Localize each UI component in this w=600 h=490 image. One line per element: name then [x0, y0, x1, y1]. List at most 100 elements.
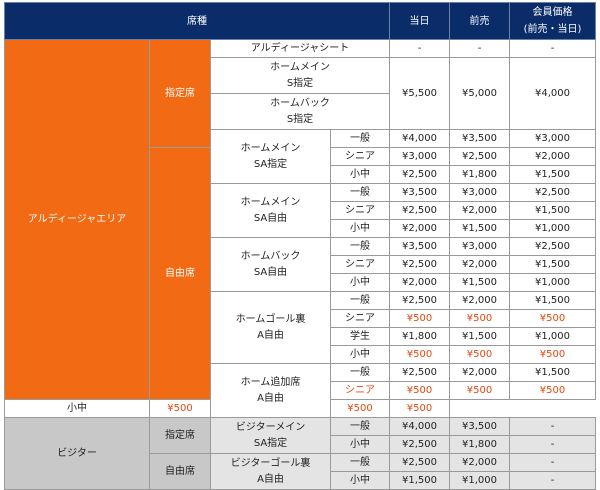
- tier-senior: シニア: [330, 147, 390, 166]
- price-advance-highlight: ¥500: [449, 345, 510, 364]
- price-member: ¥1,000: [509, 219, 596, 238]
- price-member: ¥1,500: [509, 255, 596, 274]
- price-day: ¥1,800: [389, 327, 450, 346]
- seat-home-goal: ホームゴール裏 A自由: [210, 291, 331, 364]
- price-member: -: [509, 471, 596, 490]
- price-day: ¥2,000: [389, 219, 450, 238]
- tier-general: 一般: [330, 363, 390, 382]
- price-member: ¥4,000: [509, 57, 596, 130]
- price-table-wrapper: 席種 当日 前売 会員価格 (前売・当日) アルディージャエリア 指定席 アルデ…: [4, 2, 596, 490]
- price-member: ¥1,000: [509, 327, 596, 346]
- seat-name-line1: ホーム追加席: [240, 376, 301, 388]
- price-member: ¥1,000: [509, 273, 596, 292]
- price-day: ¥2,000: [389, 273, 450, 292]
- table-row: ホームゴール裏 A自由 一般 ¥2,500 ¥2,000 ¥1,500: [5, 291, 596, 364]
- price-advance: ¥3,500: [449, 129, 510, 148]
- header-seat-type: 席種: [4, 2, 390, 40]
- section-reserved-home: 指定席: [149, 39, 211, 148]
- price-day-highlight: ¥500: [149, 399, 211, 418]
- section-free-visitor: 自由席: [149, 453, 211, 490]
- table-row: ビジター 指定席 ビジターメイン SA指定 一般 ¥4,000 ¥3,500 -: [4, 417, 596, 490]
- price-advance: ¥3,000: [449, 183, 510, 202]
- seat-visitor-main: ビジターメイン SA指定: [210, 417, 331, 454]
- price-advance: ¥2,000: [449, 201, 510, 220]
- tier-general: 一般: [330, 237, 390, 256]
- price-member: -: [509, 417, 596, 436]
- tier-child: 小中: [330, 273, 390, 292]
- price-day: ¥3,500: [389, 183, 450, 202]
- price-member-highlight: ¥500: [509, 381, 596, 400]
- seat-home-back-s: ホームバック S指定: [210, 93, 390, 130]
- price-day: ¥2,500: [389, 363, 450, 382]
- tier-student: 学生: [330, 327, 390, 346]
- table-row: 小中 ¥2,000 ¥1,500 ¥1,000: [5, 273, 596, 292]
- table-row: 自由席 シニア ¥3,000 ¥2,500 ¥2,000: [5, 147, 596, 400]
- seat-name-line2: SA指定: [253, 158, 288, 170]
- price-member-highlight: ¥500: [389, 399, 450, 418]
- price-advance: ¥2,000: [449, 255, 510, 274]
- price-day: ¥3,500: [389, 237, 450, 256]
- tier-general: 一般: [330, 129, 390, 148]
- table-row: ホーム追加席 A自由 一般 ¥2,500 ¥2,000 ¥1,500: [5, 363, 596, 418]
- price-member: ¥2,500: [509, 183, 596, 202]
- price-advance: ¥3,500: [449, 417, 510, 436]
- seat-name-line2: A自由: [257, 392, 284, 404]
- seat-name-line1: ホームメイン: [240, 196, 301, 208]
- table-row: 小中 ¥500 ¥500 ¥500: [4, 399, 596, 418]
- seat-name-line1: ビジターゴール裏: [230, 457, 311, 469]
- table-header-row: 席種 当日 前売 会員価格 (前売・当日): [4, 2, 596, 40]
- seat-home-main-sa-free: ホームメイン SA自由: [210, 183, 331, 238]
- table-row: シニア ¥500 ¥500 ¥500: [5, 381, 596, 400]
- seat-name-line2: S指定: [286, 113, 314, 125]
- price-day: ¥1,500: [389, 471, 450, 490]
- price-day: ¥2,500: [389, 291, 450, 310]
- table-row: ホームメイン SA自由 一般 ¥3,500 ¥3,000 ¥2,500: [5, 183, 596, 238]
- seat-name-line1: ホームゴール裏: [235, 313, 306, 325]
- price-day-highlight: ¥500: [389, 381, 450, 400]
- tier-senior: シニア: [330, 201, 390, 220]
- tier-child: 小中: [330, 219, 390, 238]
- seat-name-line2: A自由: [257, 329, 284, 341]
- seat-ardija: アルディージャシート: [210, 39, 390, 58]
- price-advance-highlight: ¥500: [449, 309, 510, 328]
- seat-name-line1: ビジターメイン: [235, 421, 306, 433]
- tier-senior-highlight: シニア: [330, 381, 390, 400]
- tier-senior: シニア: [330, 309, 390, 328]
- price-advance: ¥1,800: [449, 435, 510, 454]
- price-advance: ¥1,800: [449, 165, 510, 184]
- table-row: 小中 ¥2,500 ¥1,800 -: [5, 435, 596, 454]
- section-reserved-visitor: 指定席: [149, 417, 211, 454]
- seat-home-main-s: ホームメイン S指定: [210, 57, 390, 94]
- price-day: ¥2,500: [389, 165, 450, 184]
- tier-senior: シニア: [330, 255, 390, 274]
- tier-child: 小中: [4, 399, 150, 418]
- table-row: 小中 ¥2,000 ¥1,500 ¥1,000: [5, 219, 596, 238]
- header-member-line1: 会員価格: [532, 7, 573, 18]
- price-advance: ¥2,000: [449, 363, 510, 382]
- price-day: ¥3,000: [389, 147, 450, 166]
- seat-home-main-sa: ホームメイン SA指定: [210, 129, 331, 184]
- section-free-home: 自由席: [149, 147, 211, 400]
- price-advance: ¥1,500: [449, 219, 510, 238]
- price-member: ¥1,500: [509, 165, 596, 184]
- price-member: ¥1,500: [509, 201, 596, 220]
- price-advance-highlight: ¥500: [330, 399, 390, 418]
- seat-visitor-goal: ビジターゴール裏 A自由: [210, 453, 331, 490]
- price-member: ¥1,500: [509, 363, 596, 382]
- table-row: 自由席 ビジターゴール裏 A自由 一般 ¥2,500 ¥2,000 -: [5, 453, 596, 490]
- price-member: -: [509, 39, 596, 58]
- price-advance: ¥1,500: [449, 327, 510, 346]
- seat-home-extra: ホーム追加席 A自由: [210, 363, 331, 418]
- zone-home: アルディージャエリア: [4, 39, 150, 400]
- price-advance: ¥5,000: [449, 57, 510, 130]
- price-advance-highlight: ¥500: [449, 381, 510, 400]
- seat-name-line1: ホームバック: [240, 250, 301, 262]
- table-row: 学生 ¥1,800 ¥1,500 ¥1,000: [5, 327, 596, 346]
- price-day: ¥4,000: [389, 129, 450, 148]
- tier-general: 一般: [330, 183, 390, 202]
- price-member: -: [509, 435, 596, 454]
- header-advance: 前売: [449, 2, 510, 40]
- price-day: ¥4,000: [389, 417, 450, 436]
- seat-name-line1: ホームメイン: [240, 142, 301, 154]
- tier-child: 小中: [330, 345, 390, 364]
